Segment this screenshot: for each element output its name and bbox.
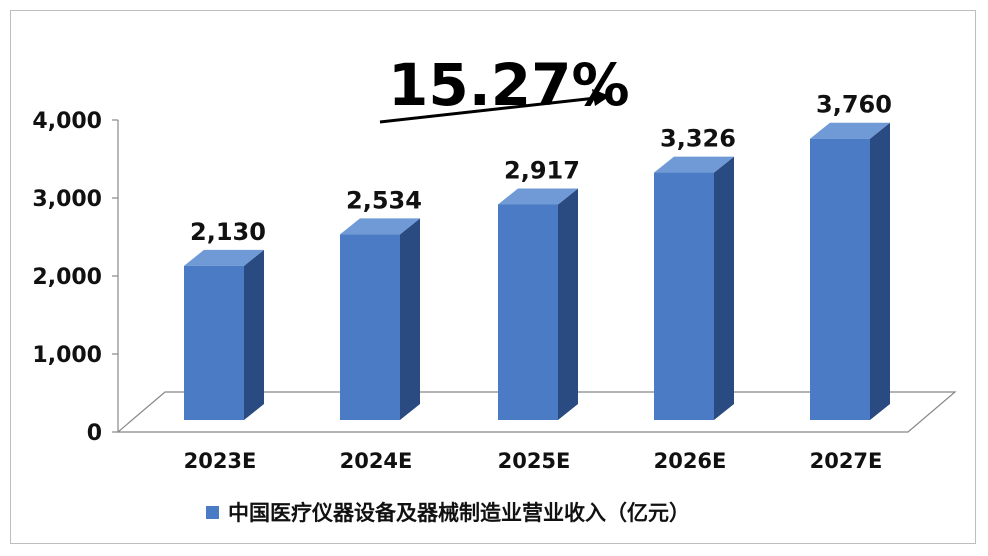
x-tick-label: 2027E	[810, 449, 883, 473]
growth-arrow	[379, 89, 610, 124]
x-tick-label: 2026E	[654, 449, 727, 473]
bars	[184, 122, 890, 420]
bar-side	[870, 122, 890, 420]
y-tick-label: 0	[87, 421, 102, 446]
bar	[810, 138, 870, 420]
x-tick-label: 2023E	[184, 449, 257, 473]
data-label: 3,326	[660, 125, 736, 153]
data-label: 2,130	[190, 218, 266, 246]
data-label: 2,534	[346, 186, 422, 214]
y-axis-ticks: 0 1,000 2,000 3,000 4,000	[32, 109, 118, 446]
y-tick-label: 3,000	[32, 187, 102, 212]
bar	[654, 172, 714, 420]
data-labels: 2,130 2,534 2,917 3,326 3,760	[190, 91, 892, 246]
bar	[498, 204, 558, 420]
bar-top	[184, 249, 264, 266]
x-tick-label: 2024E	[340, 449, 413, 473]
bar	[340, 234, 400, 420]
y-tick-label: 4,000	[32, 109, 102, 134]
bar-side	[558, 188, 578, 420]
bar	[184, 265, 244, 420]
data-label: 2,917	[504, 156, 580, 184]
y-tick-label: 2,000	[32, 265, 102, 290]
x-axis-labels: 2023E 2024E 2025E 2026E 2027E	[184, 449, 883, 473]
bar-side	[400, 218, 420, 420]
data-label: 3,760	[816, 91, 892, 119]
legend-label: 中国医疗仪器设备及器械制造业营业收入（亿元）	[228, 501, 690, 525]
legend-swatch	[206, 506, 219, 519]
bar-top	[340, 218, 420, 235]
bar-top	[810, 122, 890, 139]
y-tick-label: 1,000	[32, 343, 102, 368]
bar-side	[714, 156, 734, 420]
x-tick-label: 2025E	[498, 449, 571, 473]
bar-top	[654, 156, 734, 173]
bar-top	[498, 188, 578, 205]
bar-side	[244, 249, 264, 420]
